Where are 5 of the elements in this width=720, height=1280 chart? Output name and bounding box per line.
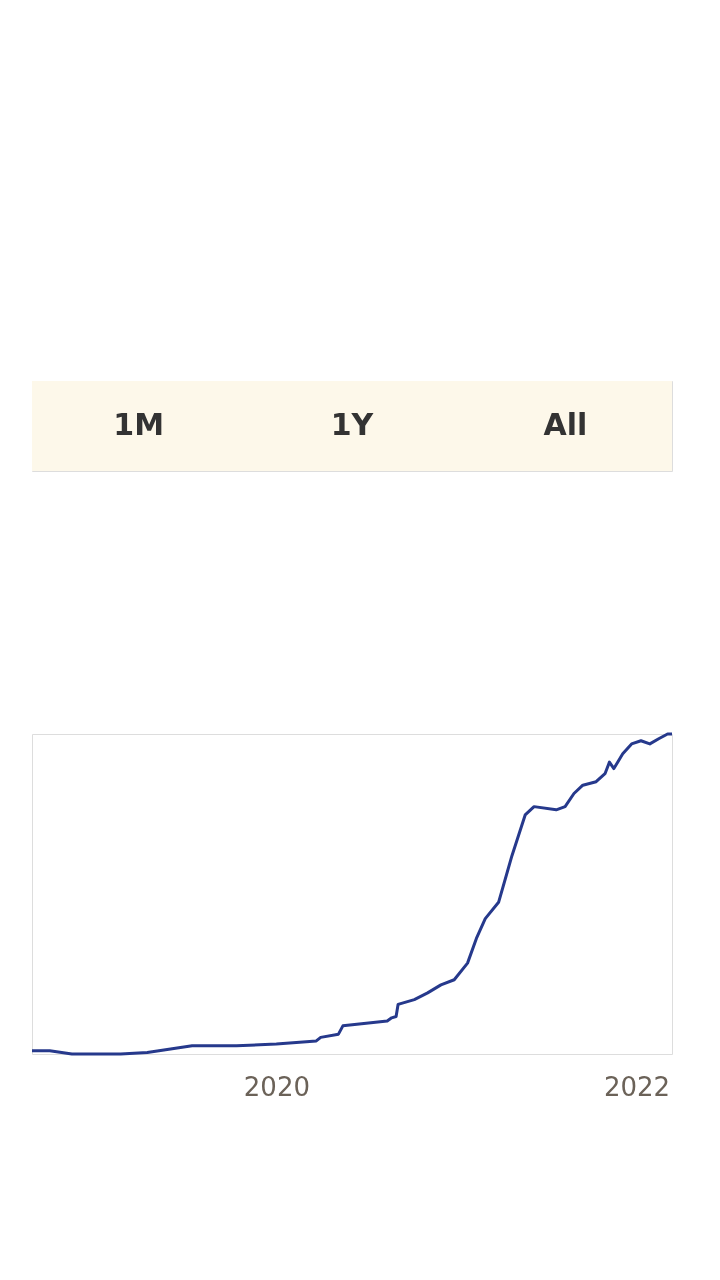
x-tick-label: 2022 <box>603 1071 671 1102</box>
text: All <box>543 407 588 442</box>
text: 1Y <box>330 407 375 442</box>
x-tick-label: 2020 <box>243 1071 310 1102</box>
text: 1M <box>113 407 165 442</box>
